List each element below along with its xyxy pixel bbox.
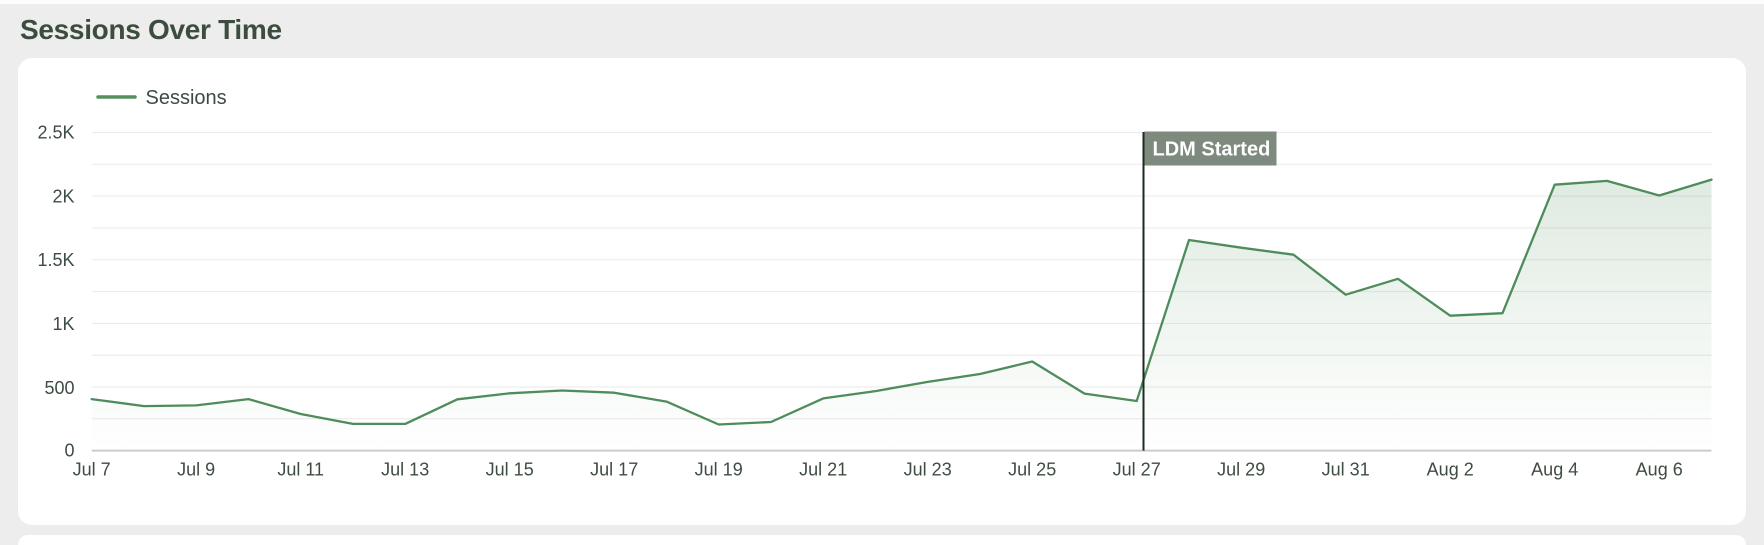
svg-text:Jul 13: Jul 13 xyxy=(381,460,429,480)
svg-text:2K: 2K xyxy=(52,186,74,206)
svg-text:Aug 4: Aug 4 xyxy=(1531,460,1578,480)
svg-text:Aug 6: Aug 6 xyxy=(1636,460,1683,480)
svg-text:Aug 2: Aug 2 xyxy=(1427,460,1474,480)
svg-text:Sessions: Sessions xyxy=(146,87,227,109)
svg-text:Jul 31: Jul 31 xyxy=(1322,460,1370,480)
svg-text:Jul 7: Jul 7 xyxy=(73,460,111,480)
svg-text:Jul 15: Jul 15 xyxy=(486,460,534,480)
svg-text:0: 0 xyxy=(64,441,74,461)
svg-text:1K: 1K xyxy=(52,314,74,334)
svg-text:Jul 29: Jul 29 xyxy=(1217,460,1265,480)
svg-text:Jul 27: Jul 27 xyxy=(1113,460,1161,480)
svg-text:Jul 9: Jul 9 xyxy=(177,460,215,480)
svg-text:1.5K: 1.5K xyxy=(37,250,74,270)
svg-text:Jul 25: Jul 25 xyxy=(1008,460,1056,480)
svg-text:2.5K: 2.5K xyxy=(37,123,74,143)
svg-text:Jul 23: Jul 23 xyxy=(904,460,952,480)
svg-text:Jul 17: Jul 17 xyxy=(590,460,638,480)
svg-text:Jul 21: Jul 21 xyxy=(799,460,847,480)
svg-text:Jul 19: Jul 19 xyxy=(695,460,743,480)
svg-text:Jul 11: Jul 11 xyxy=(277,460,324,480)
svg-text:LDM Started: LDM Started xyxy=(1153,139,1271,161)
svg-text:500: 500 xyxy=(44,378,74,398)
